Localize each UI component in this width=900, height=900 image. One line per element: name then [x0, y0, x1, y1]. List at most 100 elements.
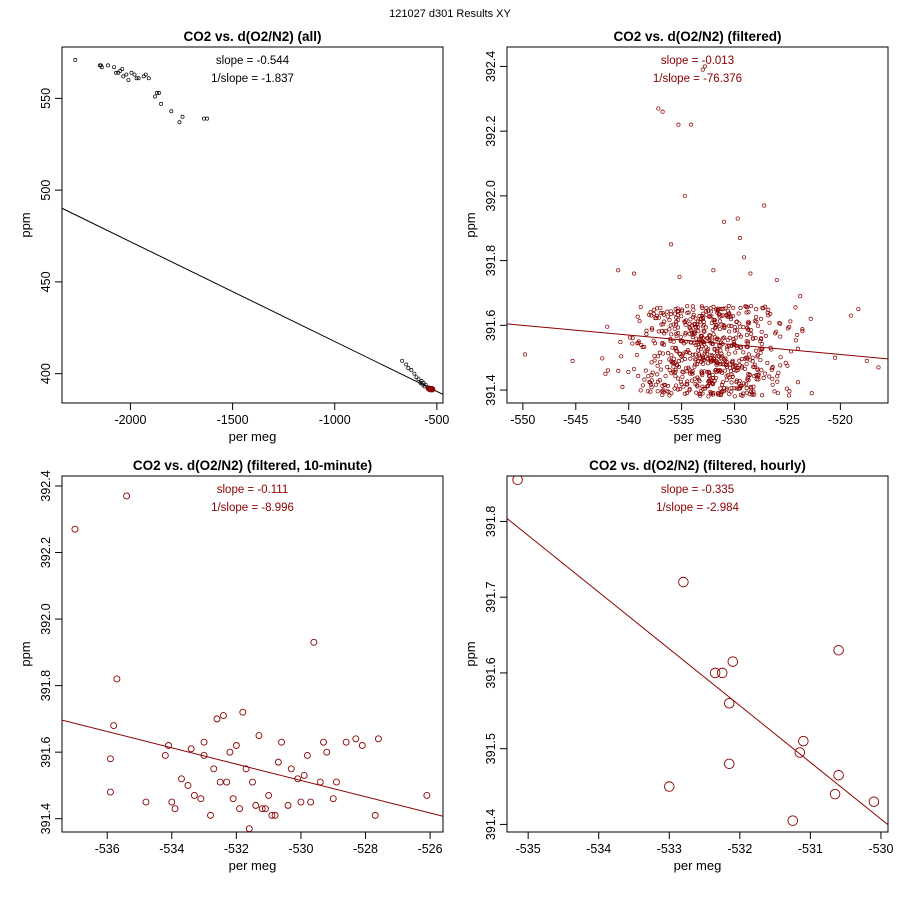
data-point: [661, 322, 666, 327]
data-point: [159, 101, 164, 106]
data-point: [709, 392, 714, 397]
data-point: [709, 320, 714, 325]
data-point: [665, 309, 670, 314]
data-point: [744, 390, 749, 395]
data-point: [726, 351, 731, 356]
y-tick-label: 391.8: [39, 670, 53, 701]
x-axis-label: per meg: [674, 858, 722, 873]
data-point: [716, 337, 721, 342]
data-point: [643, 368, 648, 373]
data-point: [793, 338, 799, 343]
data-point: [255, 732, 263, 739]
data-point: [721, 219, 727, 224]
data-point: [721, 306, 726, 311]
x-tick-label: -2000: [114, 413, 146, 427]
figure-suptitle: 121027 d301 Results XY: [389, 8, 511, 20]
x-tick-label: -534: [159, 842, 184, 856]
y-axis-label: ppm: [18, 212, 33, 237]
data-point: [778, 363, 783, 368]
data-point: [136, 76, 141, 81]
data-point: [278, 738, 286, 746]
data-point: [732, 328, 738, 333]
y-axis-label: ppm: [18, 641, 33, 666]
data-point: [124, 72, 129, 77]
data-point: [700, 391, 705, 396]
data-point: [700, 354, 705, 359]
data-point: [142, 798, 150, 806]
data-point: [663, 374, 668, 379]
data-point: [675, 306, 680, 311]
data-point: [685, 304, 690, 309]
data-point: [690, 335, 695, 340]
data-point: [161, 752, 169, 759]
data-point: [691, 314, 696, 319]
data-point: [683, 322, 688, 327]
data-point: [706, 308, 711, 313]
data-point: [868, 796, 880, 807]
data-point: [660, 392, 665, 398]
data-point: [605, 368, 610, 373]
data-point: [300, 771, 308, 779]
data-point: [120, 67, 125, 71]
data-point: [73, 57, 78, 62]
data-point: [744, 310, 749, 315]
data-point: [688, 340, 693, 345]
data-point: [778, 334, 783, 339]
data-point: [758, 358, 763, 363]
data-point: [630, 336, 635, 341]
data-point: [626, 369, 631, 374]
y-tick-label: 391.6: [39, 736, 53, 767]
data-point: [683, 366, 688, 371]
data-point: [712, 347, 717, 352]
data-point: [265, 791, 273, 799]
data-point: [716, 391, 721, 396]
data-point: [785, 326, 790, 331]
data-point: [701, 356, 706, 361]
plot-area: [507, 476, 888, 826]
data-point: [649, 385, 654, 390]
data-point: [786, 393, 792, 398]
data-point: [728, 369, 733, 374]
data-point: [705, 348, 710, 353]
data-point: [655, 363, 660, 368]
data-point: [765, 310, 770, 315]
data-point: [106, 788, 114, 796]
slope-annotation: slope = -0.544: [216, 55, 290, 67]
data-point: [660, 109, 665, 114]
y-tick-label: 391.6: [484, 310, 498, 341]
plot-frame: [61, 46, 444, 404]
data-point: [671, 322, 676, 327]
data-point: [229, 795, 237, 803]
data-point: [762, 371, 768, 376]
data-point: [700, 384, 705, 389]
data-point: [762, 203, 767, 208]
panel-title: CO2 vs. d(O2/N2) (filtered): [613, 29, 781, 44]
data-point: [249, 778, 256, 786]
data-point: [669, 332, 674, 337]
data-point: [638, 388, 643, 393]
data-point: [616, 268, 621, 273]
data-point: [681, 370, 686, 375]
data-point: [750, 336, 755, 341]
data-point: [798, 735, 809, 747]
data-point: [648, 380, 653, 385]
data-point: [662, 319, 667, 324]
x-tick-label: -528: [353, 842, 378, 856]
data-point: [795, 332, 800, 337]
data-point: [711, 268, 716, 273]
data-point: [710, 392, 716, 397]
data-point: [702, 342, 707, 347]
data-point: [773, 331, 778, 336]
data-point: [701, 328, 706, 334]
data-point: [307, 798, 315, 806]
data-point: [685, 379, 690, 384]
data-point: [678, 334, 683, 340]
data-point: [129, 70, 134, 75]
data-point: [423, 791, 431, 799]
data-point: [645, 389, 650, 394]
data-point: [118, 68, 123, 73]
data-point: [732, 368, 737, 373]
data-point: [676, 122, 681, 127]
data-point: [739, 383, 744, 388]
data-point: [618, 339, 623, 345]
